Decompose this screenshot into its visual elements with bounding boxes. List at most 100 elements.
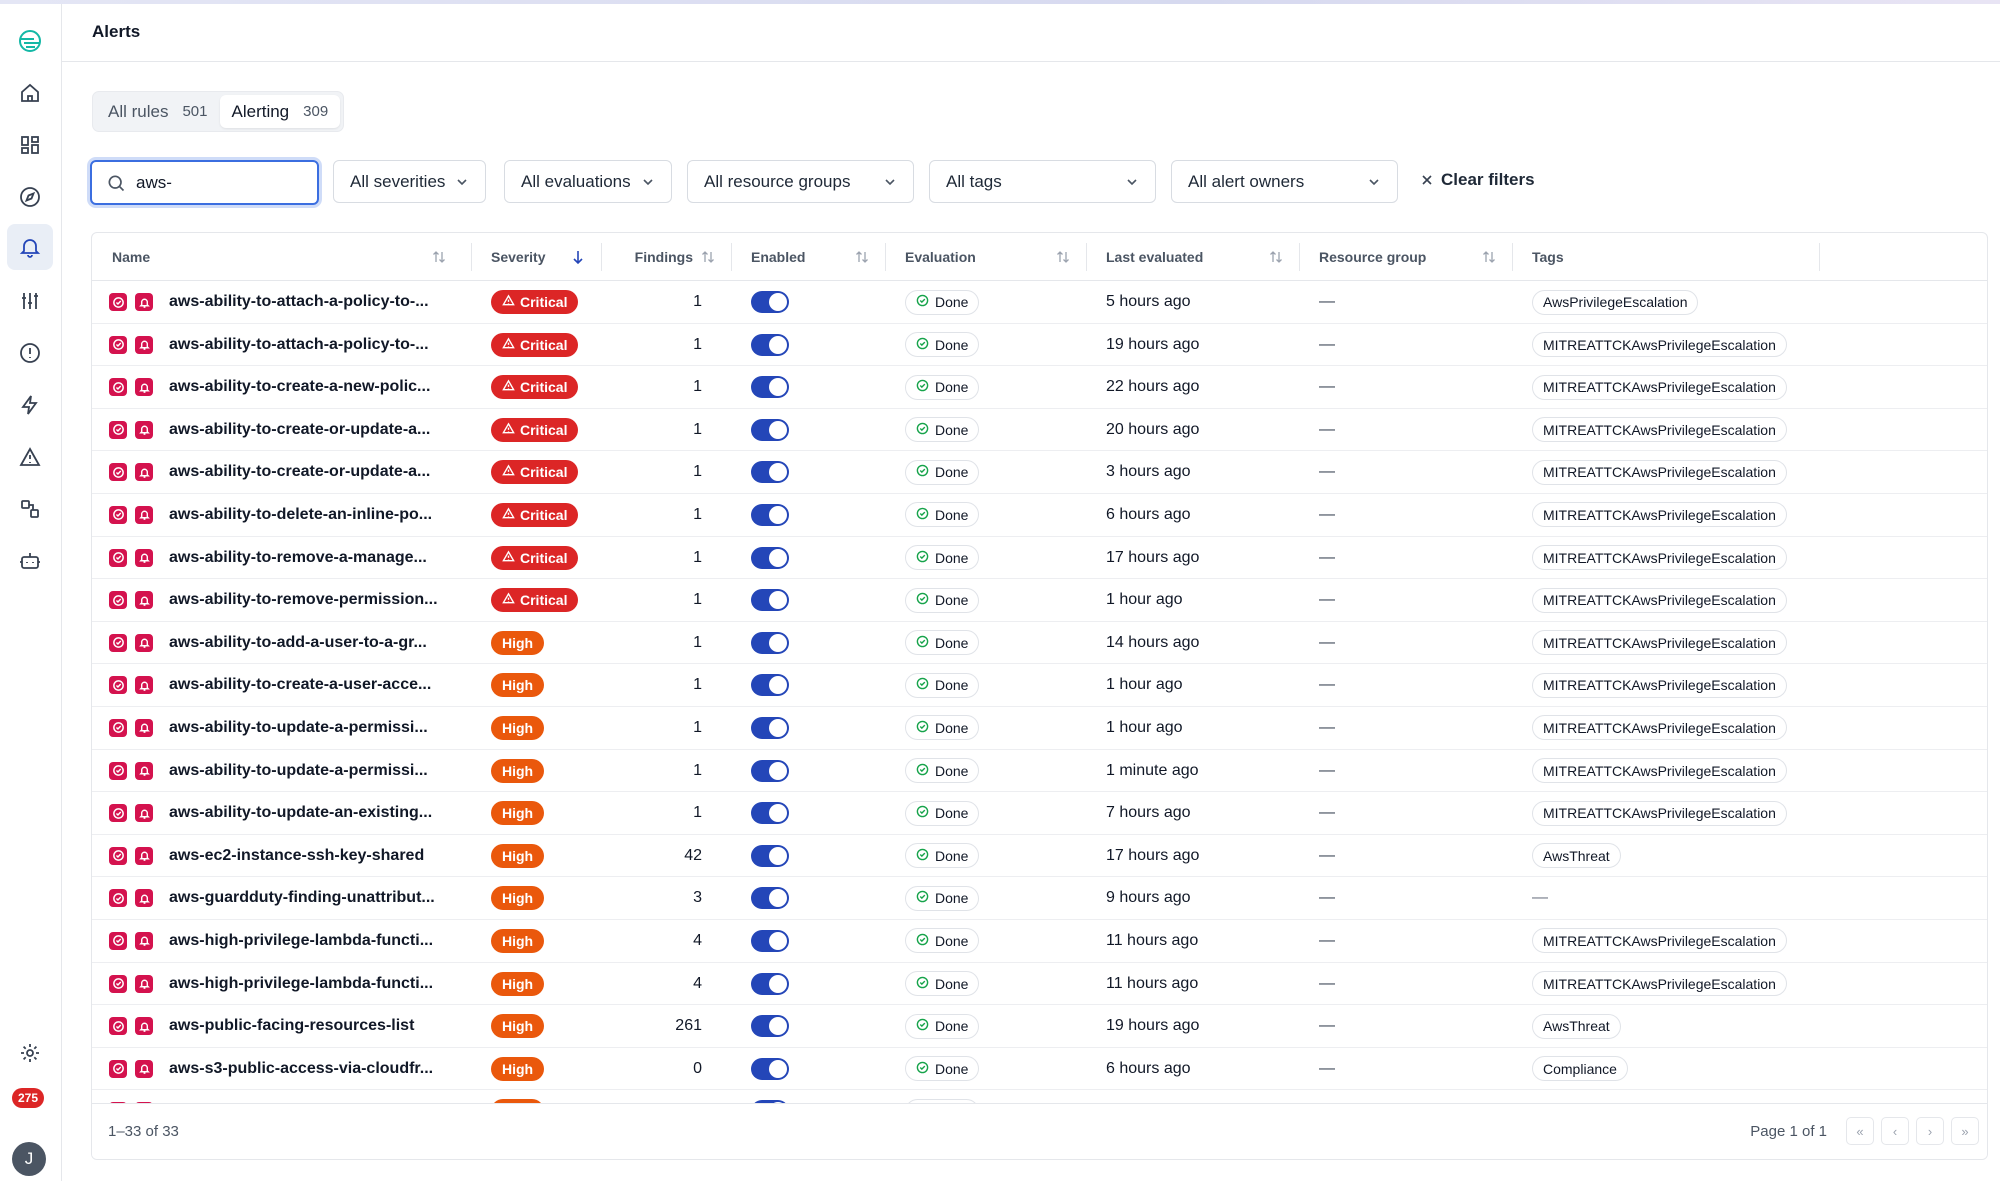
logo-icon[interactable] [7,18,53,64]
tags-dropdown[interactable]: All tags [929,160,1156,203]
rule-name-link[interactable]: aws-ability-to-update-a-permissi... [169,761,428,779]
dashboard-icon[interactable] [7,122,53,168]
tag-pill[interactable]: AwsThreat [1532,843,1621,869]
tag-pill[interactable]: MITREATTCKAwsPrivilegeEscalation [1532,374,1787,400]
tag-pill[interactable]: AwsPrivilegeEscalation [1532,289,1699,315]
table-row[interactable]: aws-ability-to-attach-a-policy-to-... Cri… [92,324,1987,367]
rule-name-link[interactable]: aws-ability-to-create-a-new-polic... [169,378,431,396]
evaluations-dropdown[interactable]: All evaluations [504,160,672,203]
enabled-toggle[interactable] [751,1015,789,1038]
column-header-last-evaluated[interactable]: Last evaluated [1106,233,1299,281]
next-page-button[interactable]: › [1916,1117,1944,1145]
enabled-toggle[interactable] [751,1057,789,1080]
table-row[interactable]: aws-ability-to-update-a-permissi... High 1… [92,707,1987,750]
tag-pill[interactable]: MITREATTCKAwsPrivilegeEscalation [1532,672,1787,698]
tag-pill[interactable]: MITREATTCKAwsPrivilegeEscalation [1532,417,1787,443]
tag-pill[interactable]: MITREATTCKAwsPrivilegeEscalation [1532,502,1787,528]
column-header-severity[interactable]: Severity [491,233,601,281]
rule-name-link[interactable]: aws-ability-to-remove-a-manage... [169,548,427,566]
enabled-toggle[interactable] [751,503,789,526]
column-header-name[interactable]: Name [112,233,462,281]
last-page-button[interactable]: » [1951,1117,1979,1145]
enabled-toggle[interactable] [751,589,789,612]
bot-icon[interactable] [7,538,53,584]
tag-pill[interactable]: MITREATTCKAwsPrivilegeEscalation [1532,587,1787,613]
tag-pill[interactable]: MITREATTCKAwsPrivilegeEscalation [1532,545,1787,571]
tag-pill[interactable]: MITREATTCKAwsPrivilegeEscalation [1532,800,1787,826]
rule-name-link[interactable]: aws-public-facing-resources-list [169,1017,415,1035]
table-row[interactable]: aws-ability-to-remove-a-manage... Critica… [92,537,1987,580]
enabled-toggle[interactable] [751,759,789,782]
rule-name-link[interactable]: aws-ability-to-delete-an-inline-po... [169,505,433,523]
tag-pill[interactable]: AwsThreat [1532,1013,1621,1039]
search-box[interactable] [90,160,319,205]
column-header-resource-group[interactable]: Resource group [1319,233,1512,281]
table-row[interactable]: aws-ability-to-update-a-permissi... High 1… [92,750,1987,793]
enabled-toggle[interactable] [751,802,789,825]
table-row[interactable]: aws-ec2-instance-ssh-key-shared High 42 Don… [92,835,1987,878]
enabled-toggle[interactable] [751,418,789,441]
rule-name-link[interactable]: aws-s3-public-access-via-cloudfr... [169,1059,434,1077]
lightning-icon[interactable] [7,382,53,428]
table-row[interactable]: aws-ability-to-remove-permission... Criti… [92,579,1987,622]
column-header-evaluation[interactable]: Evaluation [905,233,1086,281]
table-row[interactable]: aws-ability-to-delete-an-inline-po... Cri… [92,494,1987,537]
table-row[interactable]: aws-s3-public-access-via-cloudfr... High 0… [92,1048,1987,1091]
rule-name-link[interactable]: aws-ability-to-create-or-update-a... [169,463,431,481]
table-row[interactable]: aws-ability-to-create-or-update-a... Crit… [92,451,1987,494]
enabled-toggle[interactable] [751,716,789,739]
tag-pill[interactable]: MITREATTCKAwsPrivilegeEscalation [1532,971,1787,996]
table-row[interactable]: aws-ability-to-create-or-update-a... Crit… [92,409,1987,452]
rule-name-link[interactable]: aws-guardduty-finding-unattribut... [169,889,435,907]
alert-circle-icon[interactable] [7,330,53,376]
table-row[interactable]: aws-ability-to-add-a-user-to-a-gr... High… [92,622,1987,665]
alert-owners-dropdown[interactable]: All alert owners [1171,160,1398,203]
table-row[interactable]: aws-ability-to-attach-a-policy-to-... Cri… [92,281,1987,324]
rule-name-link[interactable]: aws-high-privilege-lambda-functi... [169,931,434,949]
enabled-toggle[interactable] [751,972,789,995]
rule-name-link[interactable]: aws-ability-to-add-a-user-to-a-gr... [169,633,427,651]
compass-icon[interactable] [7,174,53,220]
enabled-toggle[interactable] [751,929,789,952]
severities-dropdown[interactable]: All severities [333,160,486,203]
rule-name-link[interactable]: aws-ability-to-create-or-update-a... [169,420,431,438]
clear-filters-button[interactable]: Clear filters [1421,170,1535,190]
resource-groups-dropdown[interactable]: All resource groups [687,160,914,203]
rule-name-link[interactable]: aws-ability-to-update-a-permissi... [169,718,428,736]
enabled-toggle[interactable] [751,291,789,313]
tag-pill[interactable]: MITREATTCKAwsPrivilegeEscalation [1532,332,1787,358]
gear-icon[interactable] [7,1030,53,1076]
table-row[interactable]: aws-ability-to-create-a-user-acce... High… [92,664,1987,707]
enabled-toggle[interactable] [751,376,789,399]
rule-name-link[interactable]: aws-ability-to-attach-a-policy-to-... [169,293,429,310]
tag-pill[interactable]: Compliance [1532,1056,1628,1082]
table-row[interactable]: aws-high-privilege-lambda-functi... High 4… [92,963,1987,1006]
enabled-toggle[interactable] [751,333,789,356]
tab-alerting[interactable]: Alerting 309 [219,95,341,128]
table-row[interactable]: aws-high-privilege-lambda-functi... High 4… [92,920,1987,963]
table-row[interactable]: aws-ability-to-create-a-new-polic... Crit… [92,366,1987,409]
enabled-toggle[interactable] [751,546,789,569]
rule-name-link[interactable]: aws-ability-to-update-an-existing... [169,804,433,822]
search-input[interactable] [136,172,306,193]
tag-pill[interactable]: MITREATTCKAwsPrivilegeEscalation [1532,715,1787,741]
table-row[interactable]: aws-public-facing-resources-list High 261 D… [92,1005,1987,1048]
sliders-icon[interactable] [7,278,53,324]
bell-icon[interactable] [7,224,53,270]
tag-pill[interactable]: MITREATTCKAwsPrivilegeEscalation [1532,928,1787,954]
tag-pill[interactable]: MITREATTCKAwsPrivilegeEscalation [1532,758,1787,784]
enabled-toggle[interactable] [751,887,789,910]
table-row[interactable]: aws-ability-to-update-an-existing... High… [92,792,1987,835]
integrations-icon[interactable] [7,486,53,532]
first-page-button[interactable]: « [1846,1117,1874,1145]
rule-name-link[interactable]: aws-ability-to-create-a-user-acce... [169,676,432,694]
tag-pill[interactable]: MITREATTCKAwsPrivilegeEscalation [1532,630,1787,656]
column-header-tags[interactable]: Tags [1532,233,1832,281]
warning-icon[interactable] [7,434,53,480]
enabled-toggle[interactable] [751,844,789,867]
prev-page-button[interactable]: ‹ [1881,1117,1909,1145]
rule-name-link[interactable]: aws-high-privilege-lambda-functi... [169,974,434,992]
notifications-badge[interactable]: 275 [12,1088,44,1108]
enabled-toggle[interactable] [751,631,789,654]
table-row[interactable]: aws-guardduty-finding-unattribut... High 3… [92,877,1987,920]
